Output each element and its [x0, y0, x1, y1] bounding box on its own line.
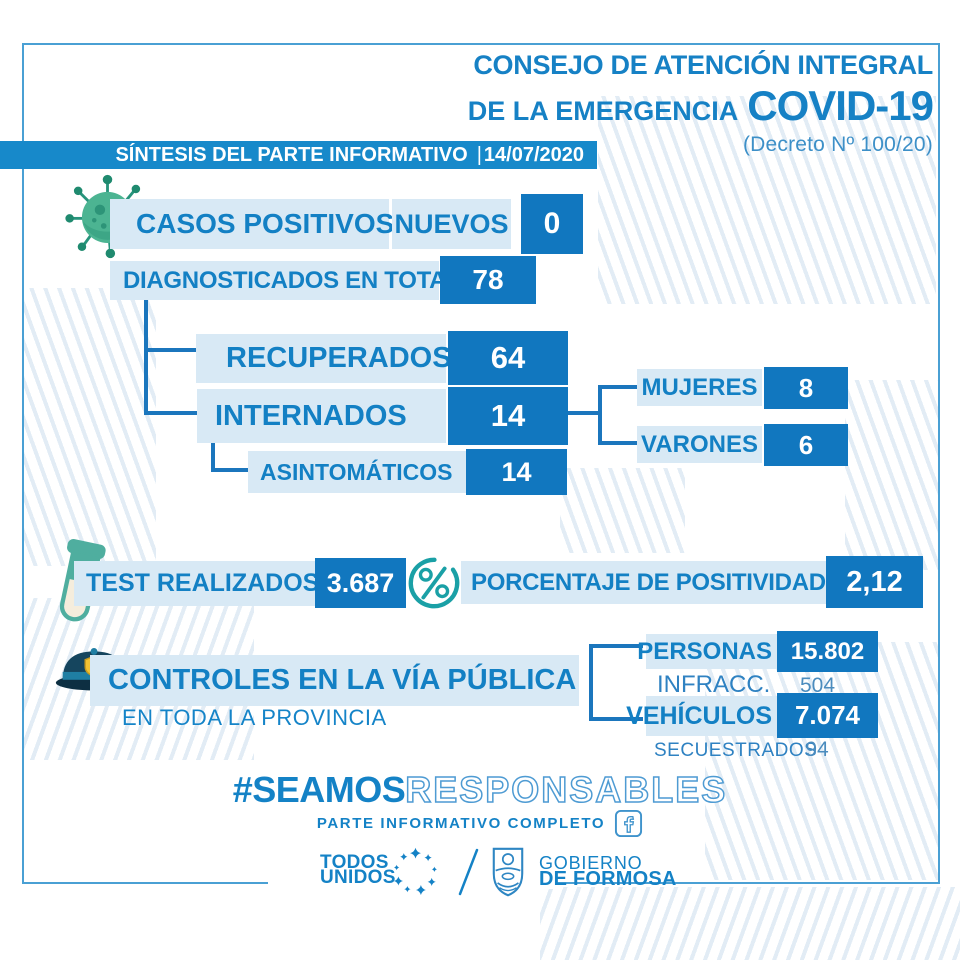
- report-row: PARTE INFORMATIVO COMPLETO: [0, 809, 960, 838]
- formosa-shield-icon: [492, 847, 524, 897]
- connector-asymptomatic-vertical: [211, 443, 215, 472]
- asymptomatic-banner: ASINTOMÁTICOS: [248, 451, 466, 493]
- hospitalized-banner: INTERNADOS: [197, 389, 446, 443]
- connector-asymptomatic-branch: [211, 468, 249, 472]
- connector-total-vertical: [144, 300, 148, 415]
- persons-banner: PERSONAS: [637, 634, 777, 669]
- stripe-decoration-bottom-outside: [540, 887, 960, 960]
- connector-vehicles-branch: [589, 717, 643, 721]
- connector-hospitalized-branch: [144, 411, 198, 415]
- header-title-line1: CONSEJO DE ATENCIÓN INTEGRAL: [473, 50, 933, 80]
- asymptomatic-value-box: 14: [466, 449, 567, 495]
- connector-gender-vertical: [598, 385, 602, 445]
- positivity-value: 2,12: [846, 565, 903, 598]
- persons-value-box: 15.802: [777, 631, 878, 672]
- hashtag: #SEAMOSRESPONSABLES: [0, 768, 960, 811]
- border-mask: [268, 877, 557, 889]
- asymptomatic-value: 14: [501, 456, 532, 487]
- percent-icon: [408, 557, 460, 609]
- women-label: MUJERES: [641, 373, 758, 401]
- vehicles-banner: VEHÍCULOS: [626, 696, 777, 736]
- persons-value: 15.802: [790, 637, 865, 665]
- controls-subtitle: EN TODA LA PROVINCIA: [122, 705, 387, 730]
- tests-value: 3.687: [326, 567, 395, 598]
- total-diagnosed-value-box: 78: [440, 256, 536, 304]
- controls-title: CONTROLES EN LA VÍA PÚBLICA: [108, 664, 577, 696]
- connector-men-branch: [598, 441, 637, 445]
- new-cases-value: 0: [543, 207, 561, 240]
- gobierno-line2: DE FORMOSA: [539, 868, 677, 890]
- persons-label: PERSONAS: [637, 637, 772, 665]
- vehicles-value: 7.074: [794, 700, 861, 730]
- hospitalized-value-box: 14: [448, 387, 568, 445]
- hashtag-solid: #SEAMOS: [232, 769, 406, 810]
- todos-line2: UNIDOS: [320, 867, 396, 888]
- women-banner: MUJERES: [637, 369, 762, 406]
- todos-unidos-logo-text: TODOS UNIDOS: [320, 852, 396, 888]
- connector-recovered-branch: [144, 348, 196, 352]
- tests-banner: TEST REALIZADOS: [74, 561, 319, 606]
- recovered-label: RECUPERADOS: [226, 342, 452, 374]
- recovered-value-box: 64: [448, 331, 568, 385]
- header-title-line2-prefix: DE LA EMERGENCIA: [467, 96, 739, 126]
- report-label: PARTE INFORMATIVO COMPLETO: [316, 815, 606, 832]
- gobierno-formosa-logo-text: GOBIERNO DE FORMOSA: [539, 853, 677, 890]
- men-value: 6: [798, 429, 814, 460]
- connector-women-branch: [598, 385, 637, 389]
- gobierno-line1: GOBIERNO: [539, 853, 643, 873]
- infractions-label: INFRACC.: [657, 671, 771, 698]
- total-diagnosed-label: DIAGNOSTICADOS EN TOTAL: [123, 266, 461, 294]
- tests-value-box: 3.687: [315, 558, 406, 608]
- new-cases-banner: NUEVOS: [392, 199, 511, 249]
- vehicles-value-box: 7.074: [777, 693, 878, 738]
- header-covid-title: COVID-19: [747, 82, 934, 129]
- connector-gender-stub: [568, 411, 600, 415]
- vehicles-label: VEHÍCULOS: [626, 701, 772, 730]
- synthesis-banner-separator: |: [476, 143, 482, 166]
- positivity-banner: PORCENTAJE DE POSITIVIDAD: [461, 561, 826, 604]
- men-value-box: 6: [764, 424, 848, 466]
- new-cases-value-box: 0: [521, 194, 583, 254]
- header-title-line2: DE LA EMERGENCIA COVID-19: [467, 82, 934, 130]
- connector-persons-branch: [589, 644, 643, 648]
- todos-line1: TODOS: [320, 852, 389, 873]
- hospitalized-label: INTERNADOS: [215, 399, 407, 432]
- recovered-banner: RECUPERADOS: [196, 334, 452, 383]
- positivity-label: PORCENTAJE DE POSITIVIDAD: [471, 568, 826, 596]
- asymptomatic-label: ASINTOMÁTICOS: [260, 458, 453, 485]
- logo-divider-slash: [458, 848, 479, 896]
- total-diagnosed-value: 78: [472, 264, 504, 295]
- positivity-value-box: 2,12: [826, 556, 923, 608]
- recovered-value: 64: [490, 340, 526, 375]
- new-cases-label: NUEVOS: [394, 208, 509, 239]
- positives-banner: CASOS POSITIVOS: [110, 199, 394, 249]
- positives-label: CASOS POSITIVOS: [136, 208, 395, 239]
- synthesis-banner-date: 14/07/2020: [483, 143, 584, 166]
- hashtag-outline: RESPONSABLES: [404, 768, 728, 811]
- connector-controls-vertical: [589, 644, 593, 721]
- facebook-icon: [615, 809, 643, 838]
- tests-label: TEST REALIZADOS: [86, 569, 320, 597]
- seized-value: 94: [805, 738, 829, 761]
- hospitalized-value: 14: [490, 398, 526, 433]
- total-diagnosed-banner: DIAGNOSTICADOS EN TOTAL: [110, 261, 461, 300]
- synthesis-banner: SÍNTESIS DEL PARTE INFORMATIVO | 14/07/2…: [0, 141, 597, 169]
- women-value-box: 8: [764, 367, 848, 409]
- todos-unidos-stars-icon: [393, 847, 438, 895]
- synthesis-banner-label: SÍNTESIS DEL PARTE INFORMATIVO: [115, 143, 468, 166]
- men-label: VARONES: [641, 430, 758, 458]
- controls-banner: CONTROLES EN LA VÍA PÚBLICA: [90, 655, 579, 706]
- men-banner: VARONES: [637, 426, 762, 463]
- women-value: 8: [798, 372, 814, 403]
